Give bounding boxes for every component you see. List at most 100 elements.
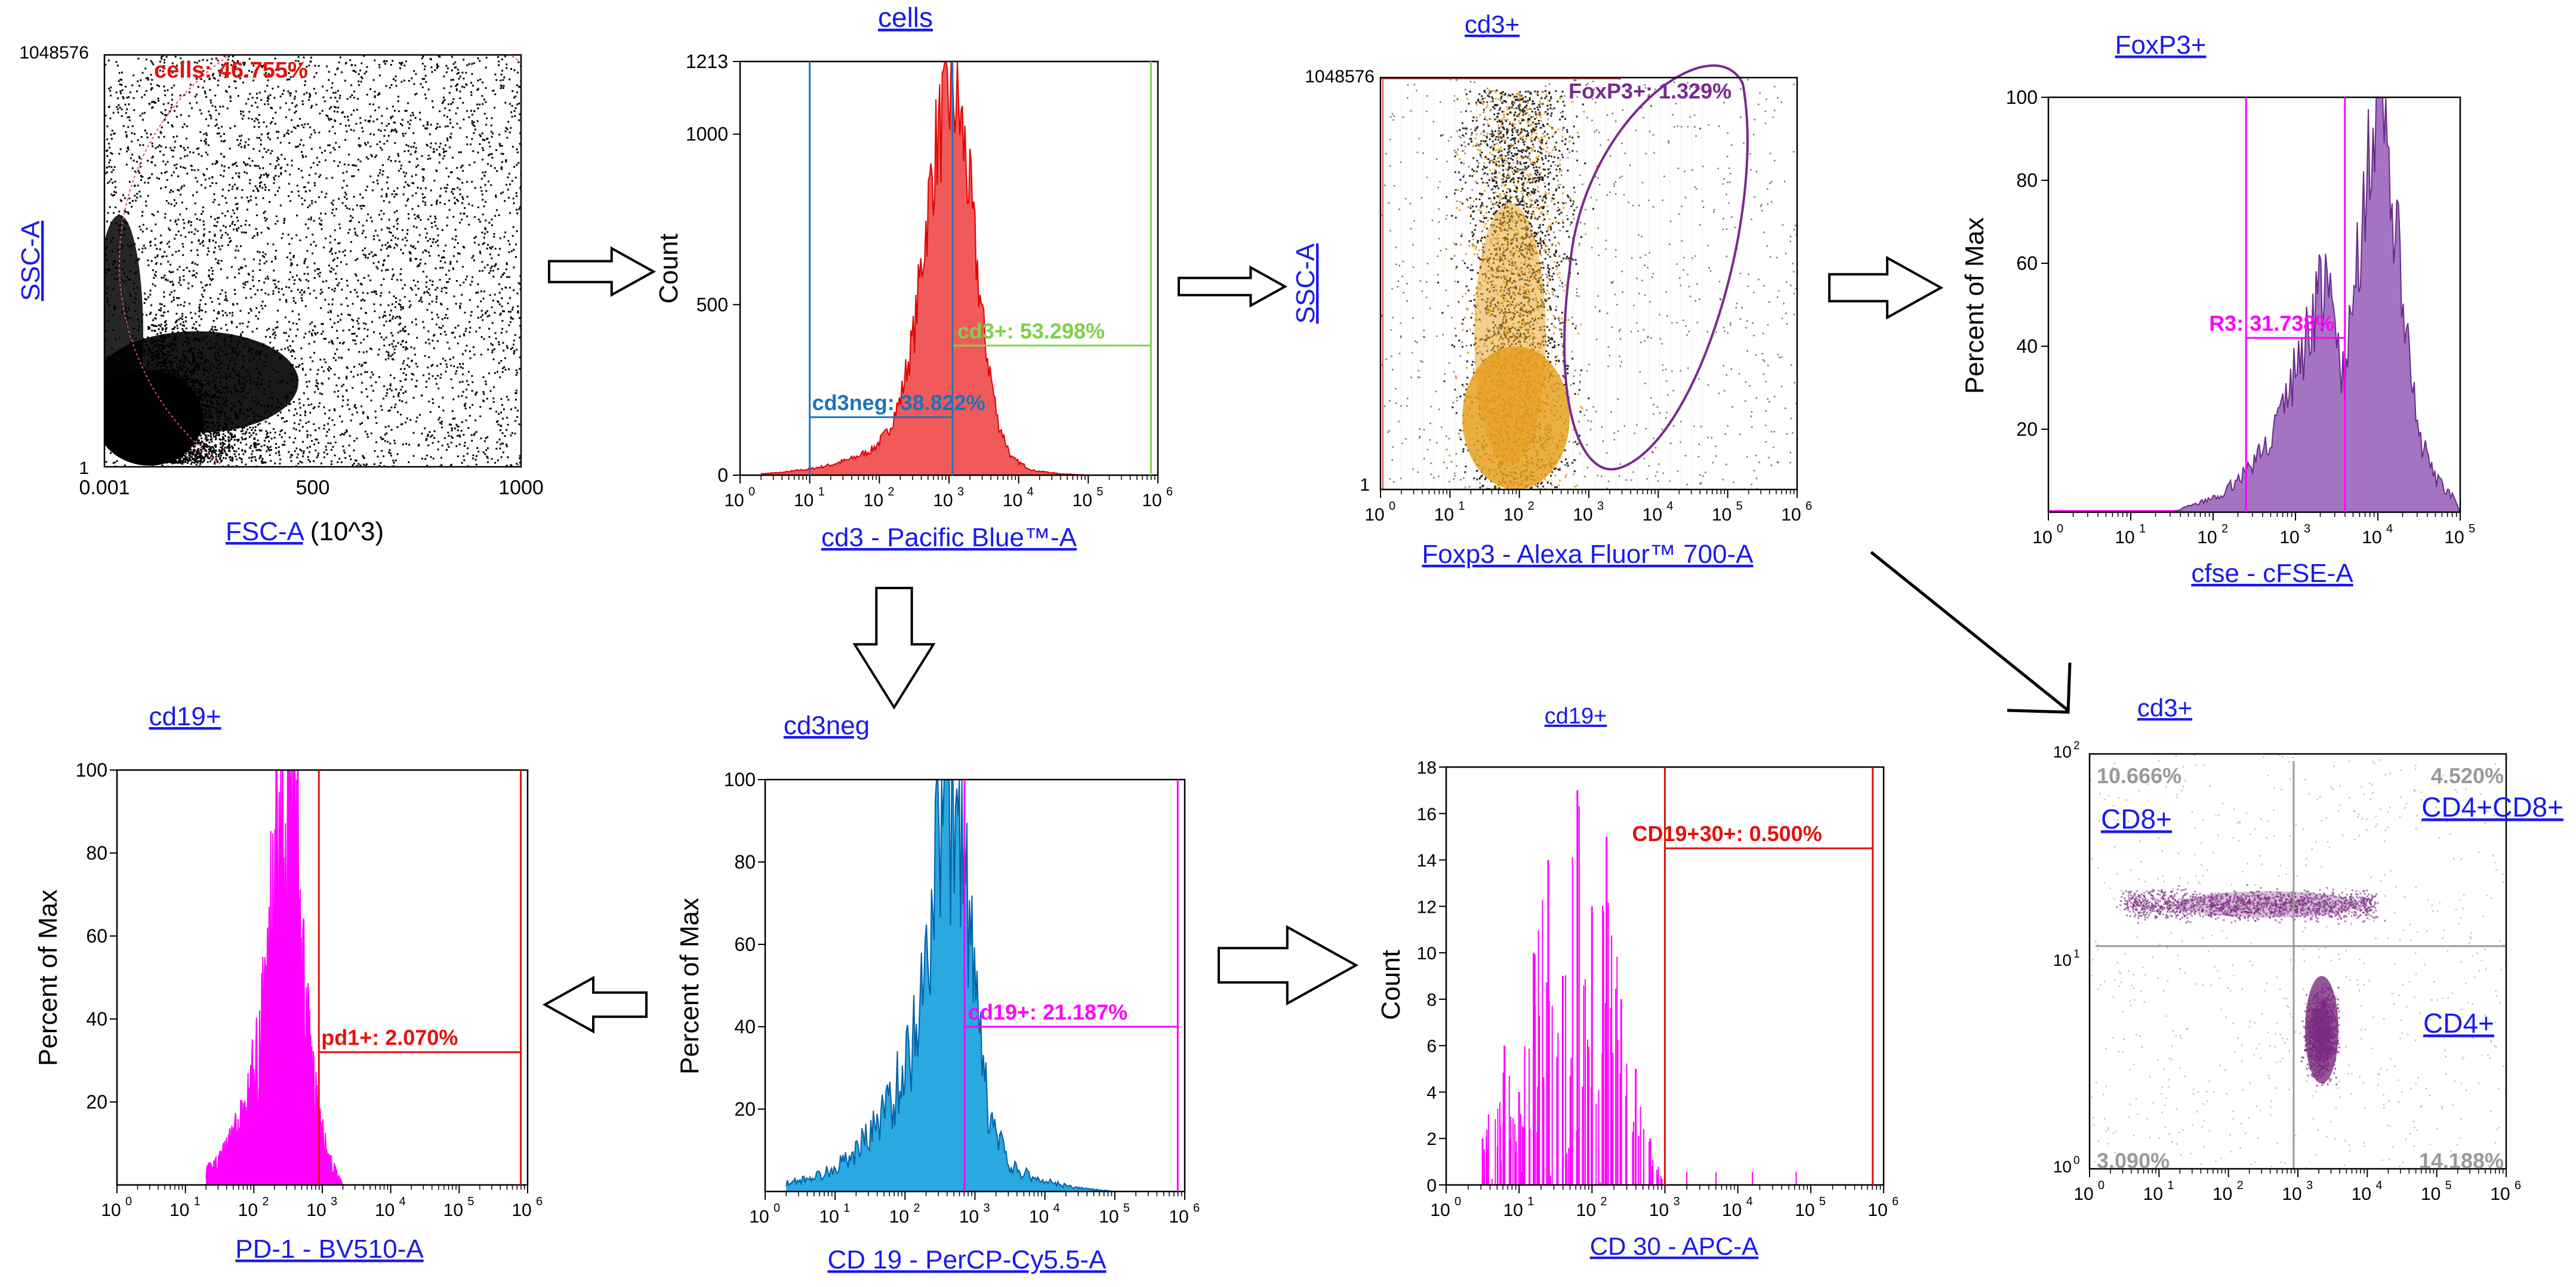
event-dot	[505, 183, 507, 186]
event-dot	[236, 439, 238, 441]
event-dot	[338, 251, 341, 253]
event-dot	[408, 444, 411, 446]
event-dot	[327, 311, 329, 313]
event-dot	[415, 226, 418, 229]
event-dot	[394, 142, 396, 144]
event-dot	[511, 432, 513, 434]
event-dot	[405, 421, 407, 424]
event-dot	[437, 234, 439, 236]
event-dot	[329, 318, 331, 321]
event-dot	[196, 230, 199, 232]
event-dot	[295, 60, 297, 62]
event-dot	[261, 460, 263, 462]
event-dot	[389, 410, 392, 412]
event-dot	[383, 338, 385, 341]
event-dot	[328, 377, 330, 380]
event-dot	[288, 451, 290, 453]
event-dot	[463, 247, 466, 249]
event-dot	[264, 103, 266, 106]
event-dot	[334, 353, 337, 355]
event-dot	[288, 133, 290, 135]
event-dot	[445, 167, 448, 170]
event-dot	[154, 285, 156, 287]
event-dot	[482, 376, 485, 378]
event-dot	[115, 206, 117, 208]
event-dot	[251, 236, 254, 239]
event-dot	[288, 403, 291, 405]
event-dot	[349, 59, 352, 61]
event-dot	[285, 332, 287, 334]
event-dot	[461, 196, 464, 198]
event-dot	[483, 290, 485, 292]
event-dot	[167, 242, 169, 245]
event-dot	[301, 154, 304, 156]
event-dot	[232, 60, 234, 62]
event-dot	[491, 349, 494, 352]
event-dot	[495, 209, 498, 211]
event-dot	[462, 390, 464, 393]
event-dot	[361, 422, 363, 424]
event-dot	[146, 159, 149, 162]
event-dot	[356, 204, 358, 207]
event-dot	[121, 89, 124, 91]
event-dot	[172, 283, 174, 285]
event-dot	[516, 292, 519, 295]
event-dot	[304, 199, 306, 202]
event-dot	[307, 280, 310, 282]
event-dot	[209, 115, 212, 117]
event-dot	[396, 187, 399, 189]
event-dot	[445, 363, 448, 365]
event-dot	[437, 448, 439, 451]
event-dot	[201, 241, 204, 244]
event-dot	[415, 362, 417, 365]
event-dot	[401, 124, 403, 127]
event-dot	[516, 371, 519, 374]
event-dot	[398, 324, 400, 326]
event-dot	[171, 94, 173, 96]
event-dot	[241, 189, 244, 191]
event-dot	[491, 117, 493, 119]
event-dot	[425, 81, 427, 83]
event-dot	[436, 313, 438, 316]
event-dot	[374, 59, 376, 61]
event-dot	[340, 123, 342, 125]
event-dot	[213, 309, 215, 312]
event-dot	[161, 172, 163, 174]
event-dot	[359, 122, 362, 124]
event-dot	[374, 410, 377, 412]
event-dot	[477, 283, 479, 285]
event-dot	[303, 273, 306, 275]
event-dot	[341, 71, 343, 73]
event-dot	[274, 122, 276, 125]
event-dot	[159, 60, 161, 63]
event-dot	[333, 322, 335, 324]
event-dot	[380, 436, 382, 439]
event-dot	[368, 253, 371, 255]
event-dot	[458, 305, 461, 307]
event-dot	[258, 279, 260, 282]
event-dot	[211, 278, 214, 281]
event-dot	[415, 420, 417, 423]
event-dot	[475, 292, 477, 294]
event-dot	[309, 323, 312, 325]
event-dot	[288, 183, 290, 185]
event-dot	[415, 258, 418, 260]
event-dot	[286, 164, 289, 166]
event-dot	[459, 75, 461, 78]
event-dot	[408, 365, 411, 368]
event-dot	[477, 79, 479, 82]
event-dot	[432, 364, 434, 366]
event-dot	[482, 199, 484, 201]
event-dot	[463, 455, 465, 457]
event-dot	[477, 291, 479, 294]
event-dot	[487, 180, 489, 183]
event-dot	[214, 247, 216, 249]
event-dot	[305, 422, 307, 424]
event-dot	[458, 434, 461, 436]
event-dot	[328, 370, 330, 372]
event-dot	[239, 322, 241, 325]
event-dot	[456, 84, 458, 86]
event-dot	[328, 287, 330, 289]
event-dot	[463, 433, 465, 436]
